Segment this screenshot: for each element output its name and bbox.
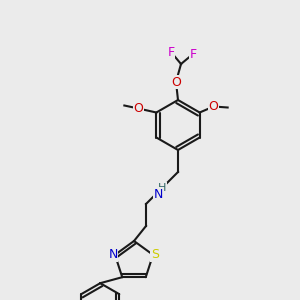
Text: F: F	[167, 46, 175, 59]
Text: F: F	[189, 47, 197, 61]
Text: S: S	[151, 248, 159, 261]
Text: H: H	[158, 183, 166, 193]
Text: O: O	[209, 100, 219, 113]
Text: N: N	[108, 248, 118, 261]
Text: O: O	[171, 76, 181, 88]
Text: O: O	[134, 102, 143, 115]
Text: N: N	[153, 188, 163, 200]
